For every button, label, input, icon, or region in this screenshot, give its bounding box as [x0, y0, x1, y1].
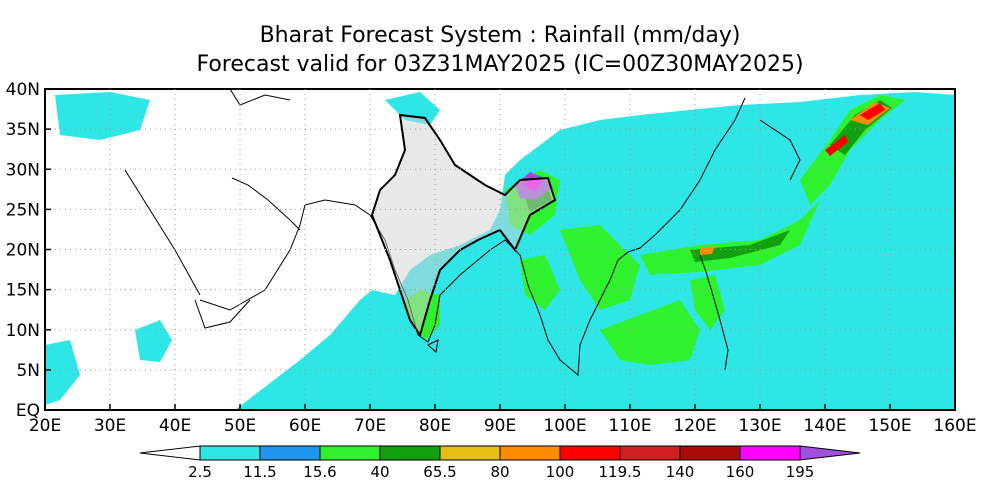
- colorbar-swatch: [679, 445, 741, 461]
- chart-title-line2: Forecast valid for 03Z31MAY2025 (IC=00Z3…: [196, 52, 804, 77]
- colorbar-label: 65.5: [423, 463, 456, 481]
- y-tick-label: EQ: [16, 401, 40, 421]
- x-tick-label: 50E: [224, 416, 256, 436]
- y-tick-label: 10N: [6, 321, 40, 341]
- india-boundary: [370, 113, 557, 338]
- colorbar-label: 195: [786, 463, 815, 481]
- chart-title-line1: Bharat Forecast System : Rainfall (mm/da…: [259, 23, 741, 48]
- y-tick-label: 35N: [6, 120, 40, 140]
- gridlines: [45, 89, 955, 410]
- colorbar-swatch: [259, 445, 321, 461]
- x-tick-label: 60E: [289, 416, 321, 436]
- colorbar-label: 11.5: [243, 463, 276, 481]
- x-tick-label: 140E: [803, 416, 846, 436]
- y-tick-label: 25N: [6, 200, 40, 220]
- x-tick-label: 100E: [543, 416, 586, 436]
- colorbar-label: 119.5: [599, 463, 642, 481]
- colorbar-label: 2.5: [188, 463, 212, 481]
- colorbar-swatch: [319, 445, 381, 461]
- colorbar-swatch: [619, 445, 681, 461]
- y-tick-label: 15N: [6, 281, 40, 301]
- colorbar-label: 100: [546, 463, 575, 481]
- x-tick-label: 150E: [868, 416, 911, 436]
- x-tick-label: 20E: [29, 416, 61, 436]
- colorbar-label: 15.6: [303, 463, 336, 481]
- colorbar-swatch: [739, 445, 801, 461]
- x-tick-label: 70E: [354, 416, 386, 436]
- x-tick-label: 120E: [673, 416, 716, 436]
- x-tick-label: 130E: [738, 416, 781, 436]
- colorbar-swatch: [559, 445, 621, 461]
- x-tick-label: 80E: [419, 416, 451, 436]
- x-tick-label: 110E: [608, 416, 651, 436]
- y-tick-label: 40N: [6, 80, 40, 100]
- colorbar-swatch: [499, 445, 561, 461]
- x-axis: 20E 30E 40E 50E 60E 70E 80E 90E 100E 110E 120E 130E…: [29, 404, 977, 436]
- colorbar-label: 140: [666, 463, 695, 481]
- colorbar-swatch: [799, 445, 861, 461]
- colorbar-swatch: [199, 445, 261, 461]
- y-tick-label: 5N: [16, 361, 40, 381]
- colorbar-swatch: [379, 445, 441, 461]
- colorbar-swatch: [139, 445, 201, 461]
- y-tick-label: 20N: [6, 241, 40, 261]
- colorbar-swatch: [439, 445, 501, 461]
- y-axis: EQ 5N 10N 15N 20N 25N 30N 35N 40N: [6, 80, 51, 421]
- y-tick-label: 30N: [6, 160, 40, 180]
- colorbar-label: 80: [490, 463, 509, 481]
- x-tick-label: 40E: [159, 416, 191, 436]
- x-tick-label: 90E: [484, 416, 516, 436]
- colorbar-label: 40: [370, 463, 389, 481]
- x-tick-label: 30E: [94, 416, 126, 436]
- colorbar-label: 160: [726, 463, 755, 481]
- x-tick-label: 160E: [933, 416, 976, 436]
- colorbar: 2.5 11.5 15.6 40 65.5 80 100 119.5 140 160 195: [139, 445, 861, 481]
